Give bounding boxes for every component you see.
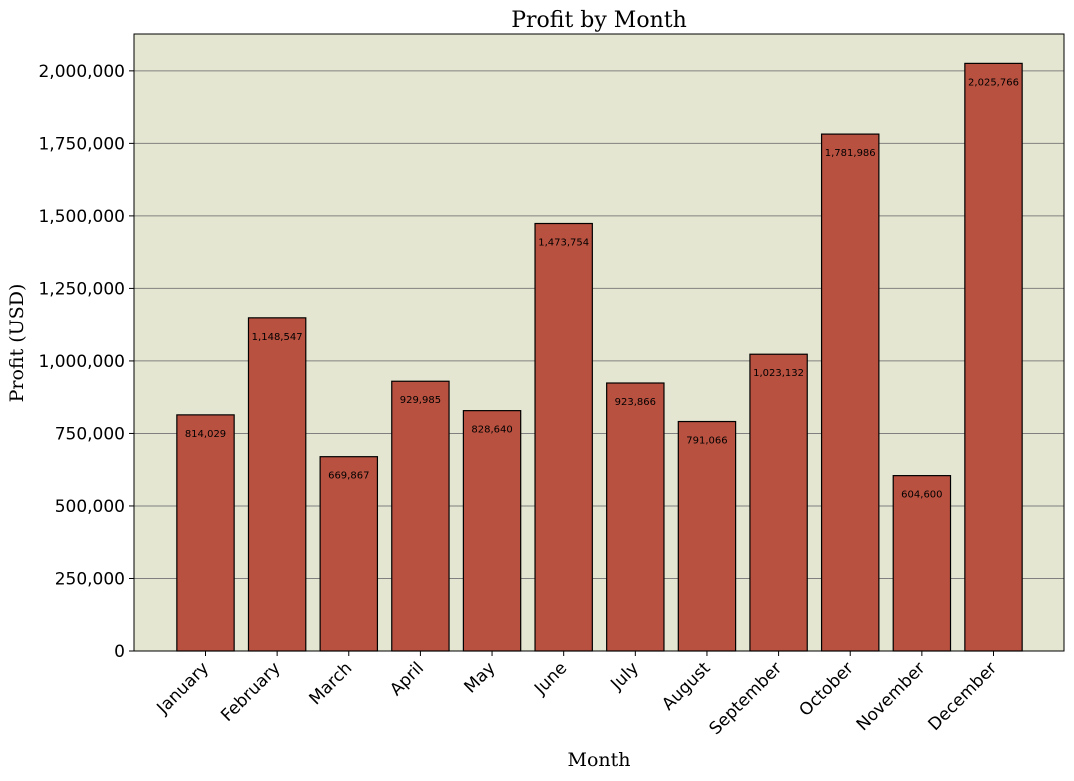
x-tick-label: March bbox=[306, 658, 357, 709]
y-tick-label: 250,000 bbox=[55, 569, 125, 589]
bar-value-label: 2,025,766 bbox=[968, 77, 1019, 88]
y-tick-label: 500,000 bbox=[55, 497, 125, 517]
x-tick-label: August bbox=[658, 658, 714, 714]
y-tick-label: 1,000,000 bbox=[38, 352, 125, 372]
bar-value-label: 1,023,132 bbox=[753, 368, 804, 379]
x-tick-label: June bbox=[530, 658, 571, 699]
y-tick-label: 2,000,000 bbox=[38, 62, 125, 82]
bar-value-label: 669,867 bbox=[328, 471, 369, 482]
y-tick-label: 1,750,000 bbox=[38, 134, 125, 154]
bar bbox=[391, 380, 450, 652]
x-axis-label: Month bbox=[567, 749, 630, 771]
data-labels: 814,029 1,148,547 669,867 929,985 828,640 1,4… bbox=[185, 77, 1019, 500]
y-axis-ticks: 0 250,000 500,000 750,000 1,000,000 1,250,000… bbox=[38, 62, 134, 662]
bar bbox=[749, 353, 808, 652]
x-tick-label: January bbox=[153, 658, 213, 718]
bar-value-label: 814,029 bbox=[185, 429, 226, 440]
bar bbox=[606, 382, 665, 652]
plot-frame bbox=[133, 33, 1065, 652]
x-tick-label: July bbox=[606, 658, 642, 694]
x-tick-label: February bbox=[217, 658, 284, 725]
bar-value-label: 923,866 bbox=[615, 397, 656, 408]
x-tick-label: April bbox=[386, 658, 428, 700]
bar bbox=[247, 317, 307, 652]
bar bbox=[176, 414, 235, 652]
bar-value-label: 791,066 bbox=[686, 436, 727, 447]
bar-value-label: 929,985 bbox=[400, 395, 441, 406]
bar bbox=[534, 222, 593, 652]
bar-value-label: 1,148,547 bbox=[252, 332, 303, 343]
x-tick-label: December bbox=[925, 658, 1001, 734]
x-axis-ticks: January February March April May June July Augu… bbox=[153, 651, 1001, 739]
bar bbox=[677, 420, 737, 652]
x-tick-label: October bbox=[796, 658, 858, 720]
bar-value-label: 1,473,754 bbox=[538, 238, 589, 249]
chart-title: Profit by Month bbox=[511, 8, 687, 33]
x-tick-label: November bbox=[853, 658, 930, 735]
x-tick-label: May bbox=[461, 658, 500, 697]
x-tick-label: September bbox=[706, 658, 787, 739]
bar bbox=[820, 133, 880, 652]
bars bbox=[176, 62, 1023, 652]
bar-value-label: 604,600 bbox=[901, 490, 942, 501]
y-axis-label: Profit (USD) bbox=[6, 284, 28, 403]
bar bbox=[964, 62, 1023, 652]
bar bbox=[462, 410, 522, 652]
bar bbox=[892, 475, 952, 652]
y-tick-label: 0 bbox=[114, 642, 125, 662]
bar-value-label: 828,640 bbox=[471, 425, 512, 436]
y-tick-label: 750,000 bbox=[55, 424, 125, 444]
y-tick-label: 1,250,000 bbox=[38, 279, 125, 299]
bar-value-label: 1,781,986 bbox=[825, 148, 876, 159]
y-tick-label: 1,500,000 bbox=[38, 207, 125, 227]
bar bbox=[319, 456, 379, 652]
